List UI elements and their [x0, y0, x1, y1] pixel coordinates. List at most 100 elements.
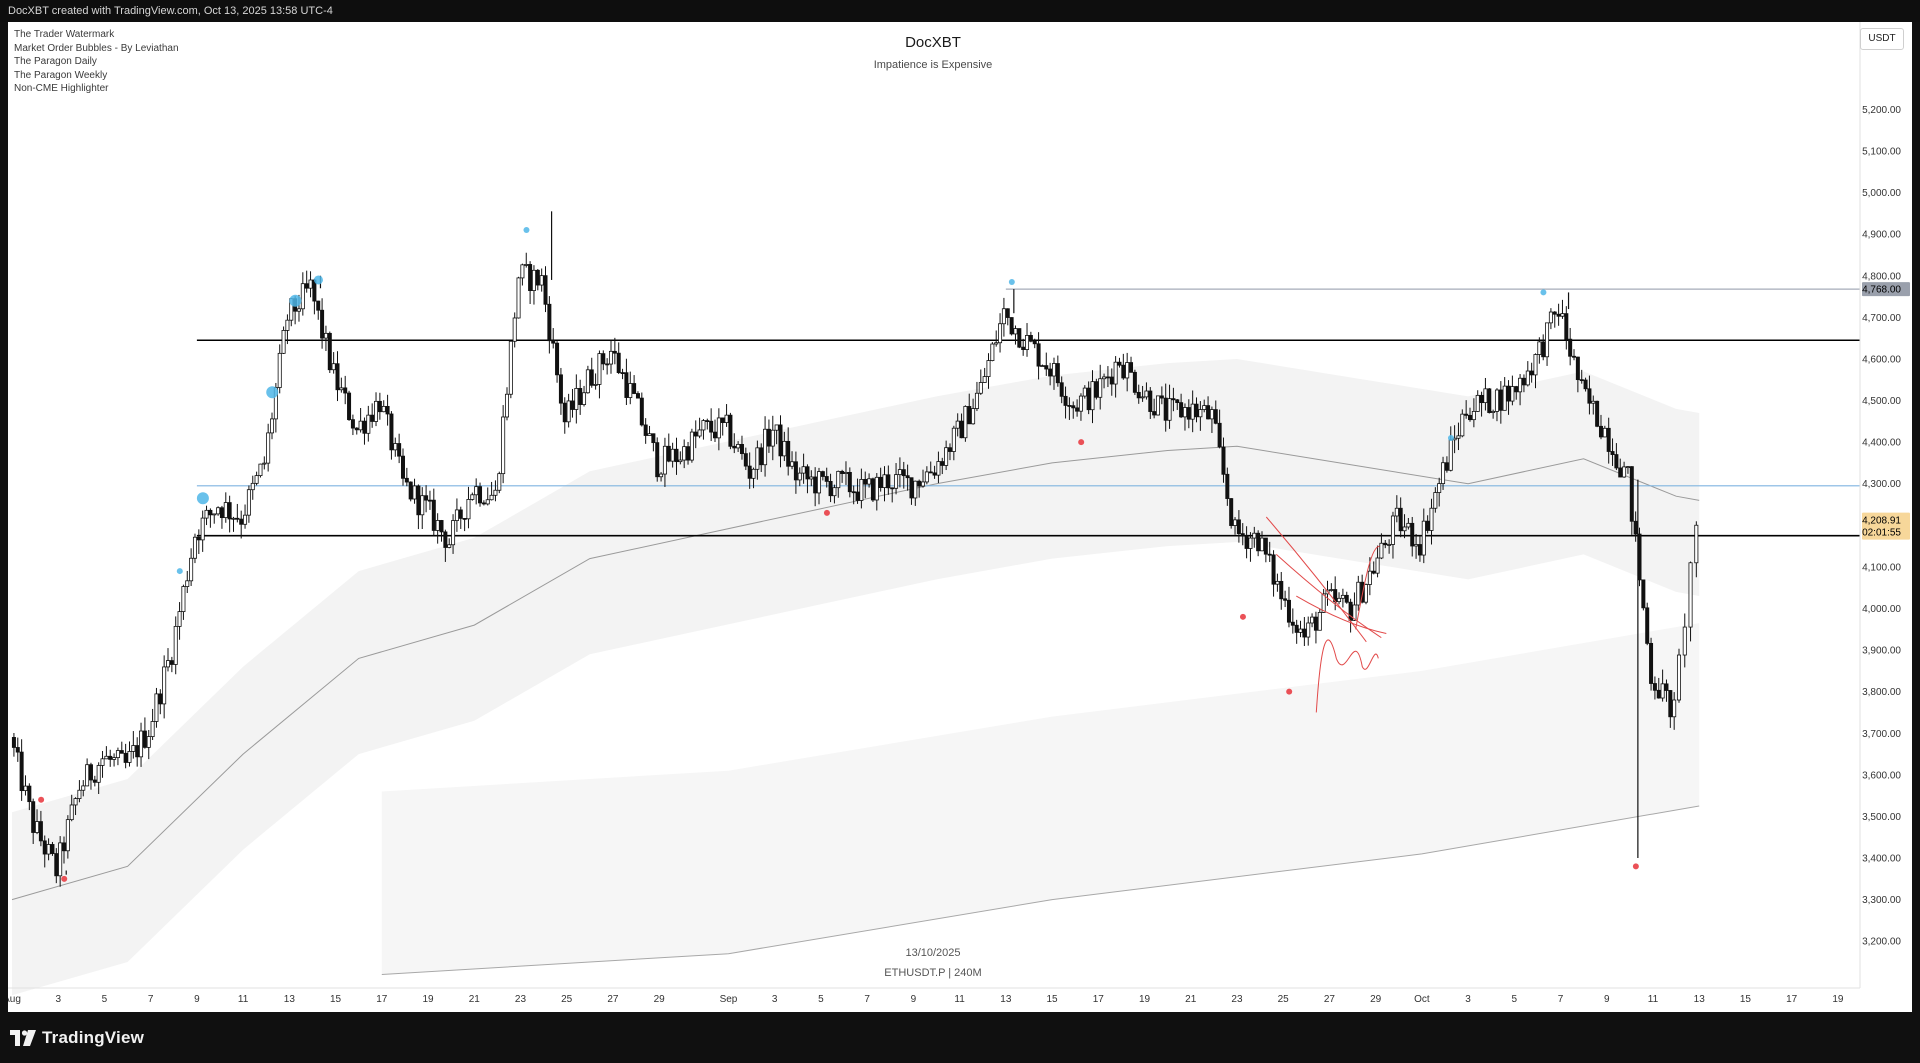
- sell-bubble: [823, 509, 830, 516]
- candle-body: [770, 429, 775, 447]
- candle-body: [1421, 520, 1426, 556]
- candle-body: [208, 509, 213, 516]
- candle-body: [701, 420, 706, 431]
- candle-body: [166, 660, 171, 668]
- buy-bubble: [176, 568, 183, 575]
- price-axis-tick: 4,100.00: [1862, 562, 1901, 573]
- time-axis-tick: 13: [284, 994, 296, 1005]
- time-axis-tick: 25: [1278, 994, 1290, 1005]
- indicator-item[interactable]: The Paragon Weekly: [14, 69, 108, 81]
- candle-body: [1136, 391, 1141, 399]
- candle-body: [1229, 498, 1234, 526]
- candle-body: [585, 369, 590, 394]
- candle-body: [200, 517, 205, 541]
- candle-body: [150, 721, 155, 737]
- candle-body: [1202, 405, 1207, 410]
- candle-body: [393, 443, 398, 451]
- candle-body: [1518, 377, 1523, 393]
- candle-body: [370, 414, 375, 422]
- candle-body: [608, 350, 613, 365]
- chart-subtitle: Impatience is Expensive: [873, 59, 993, 71]
- time-axis-tick: 7: [864, 994, 870, 1005]
- candle-body: [88, 764, 93, 781]
- candle-body: [1356, 581, 1361, 606]
- candle-body: [709, 420, 714, 433]
- candle-body: [1529, 370, 1534, 376]
- candle-body: [1198, 409, 1203, 418]
- candle-body: [1414, 544, 1419, 547]
- candle-body: [1572, 355, 1577, 358]
- candle-body: [135, 745, 140, 758]
- candle-body: [400, 455, 405, 479]
- candle-body: [612, 350, 617, 354]
- candle-body: [705, 420, 710, 422]
- candle-body: [1021, 346, 1026, 350]
- candle-body: [416, 485, 421, 516]
- candle-body: [1441, 462, 1446, 484]
- time-axis-tick: 9: [911, 994, 917, 1005]
- candlestick-chart[interactable]: 3,200.00 3,300.00 3,400.00 3,500.00 3,600.00…: [8, 22, 1912, 1012]
- candle-body: [921, 481, 926, 487]
- candle-body: [1606, 427, 1611, 452]
- time-axis-tick: 13: [1694, 994, 1706, 1005]
- time-axis-tick: 11: [238, 994, 249, 1005]
- candle-body: [1294, 624, 1299, 633]
- indicator-item[interactable]: The Trader Watermark: [14, 29, 115, 40]
- candle-body: [508, 340, 513, 395]
- time-axis-tick: 15: [1740, 994, 1752, 1005]
- candle-body: [801, 466, 806, 474]
- candle-body: [1286, 599, 1291, 623]
- candle-body: [778, 424, 783, 457]
- candle-body: [543, 275, 548, 305]
- time-axis-tick: 11: [1648, 994, 1659, 1005]
- candle-body: [1506, 385, 1511, 402]
- candle-body: [1652, 683, 1657, 691]
- indicator-item[interactable]: The Paragon Daily: [14, 56, 97, 68]
- candle-body: [1641, 579, 1646, 609]
- candle-body: [1063, 395, 1068, 406]
- candle-body: [944, 447, 949, 466]
- time-axis-tick: 27: [1324, 994, 1336, 1005]
- candle-body: [1032, 340, 1037, 345]
- currency-selector[interactable]: USDT: [1860, 28, 1904, 50]
- price-label-box: [1862, 282, 1910, 297]
- buy-bubble: [1008, 279, 1015, 286]
- candle-body: [643, 424, 648, 436]
- time-axis-tick: 19: [422, 994, 434, 1005]
- candle-body: [863, 479, 868, 485]
- candle-body: [65, 819, 70, 852]
- candle-body: [867, 478, 872, 485]
- candle-body: [855, 491, 860, 501]
- time-axis-tick: 9: [194, 994, 200, 1005]
- candle-body: [320, 309, 325, 339]
- tradingview-logo[interactable]: TradingView: [10, 1028, 144, 1047]
- candle-body: [1545, 322, 1550, 358]
- indicator-item[interactable]: Non-CME Highlighter: [14, 83, 109, 95]
- sell-bubble: [1632, 863, 1639, 870]
- candle-body: [1475, 394, 1480, 412]
- candle-body: [570, 400, 575, 410]
- candle-body: [797, 472, 802, 481]
- candle-body: [1483, 388, 1488, 404]
- candle-body: [108, 755, 113, 760]
- sell-bubble: [1239, 613, 1246, 620]
- candle-body: [520, 264, 525, 279]
- candle-body: [389, 413, 394, 451]
- candle-body: [689, 431, 694, 461]
- indicator-list: The Trader Watermark Market Order Bubbles…: [14, 28, 179, 96]
- candle-body: [593, 384, 598, 386]
- candle-body: [955, 420, 960, 429]
- time-axis-tick: 27: [607, 994, 619, 1005]
- candle-body: [809, 476, 814, 480]
- candle-body: [501, 416, 506, 475]
- candle-body: [1071, 405, 1076, 409]
- candle-body: [1629, 466, 1634, 522]
- chart-panel[interactable]: 3,200.00 3,300.00 3,400.00 3,500.00 3,600.00…: [8, 22, 1912, 1012]
- candle-body: [1094, 381, 1099, 398]
- candle-body: [817, 471, 822, 494]
- indicator-item[interactable]: Market Order Bubbles - By Leviathan: [14, 42, 179, 54]
- candle-body: [1694, 524, 1699, 564]
- candle-body: [1471, 411, 1476, 421]
- candle-body: [1479, 394, 1484, 404]
- candle-body: [316, 300, 321, 311]
